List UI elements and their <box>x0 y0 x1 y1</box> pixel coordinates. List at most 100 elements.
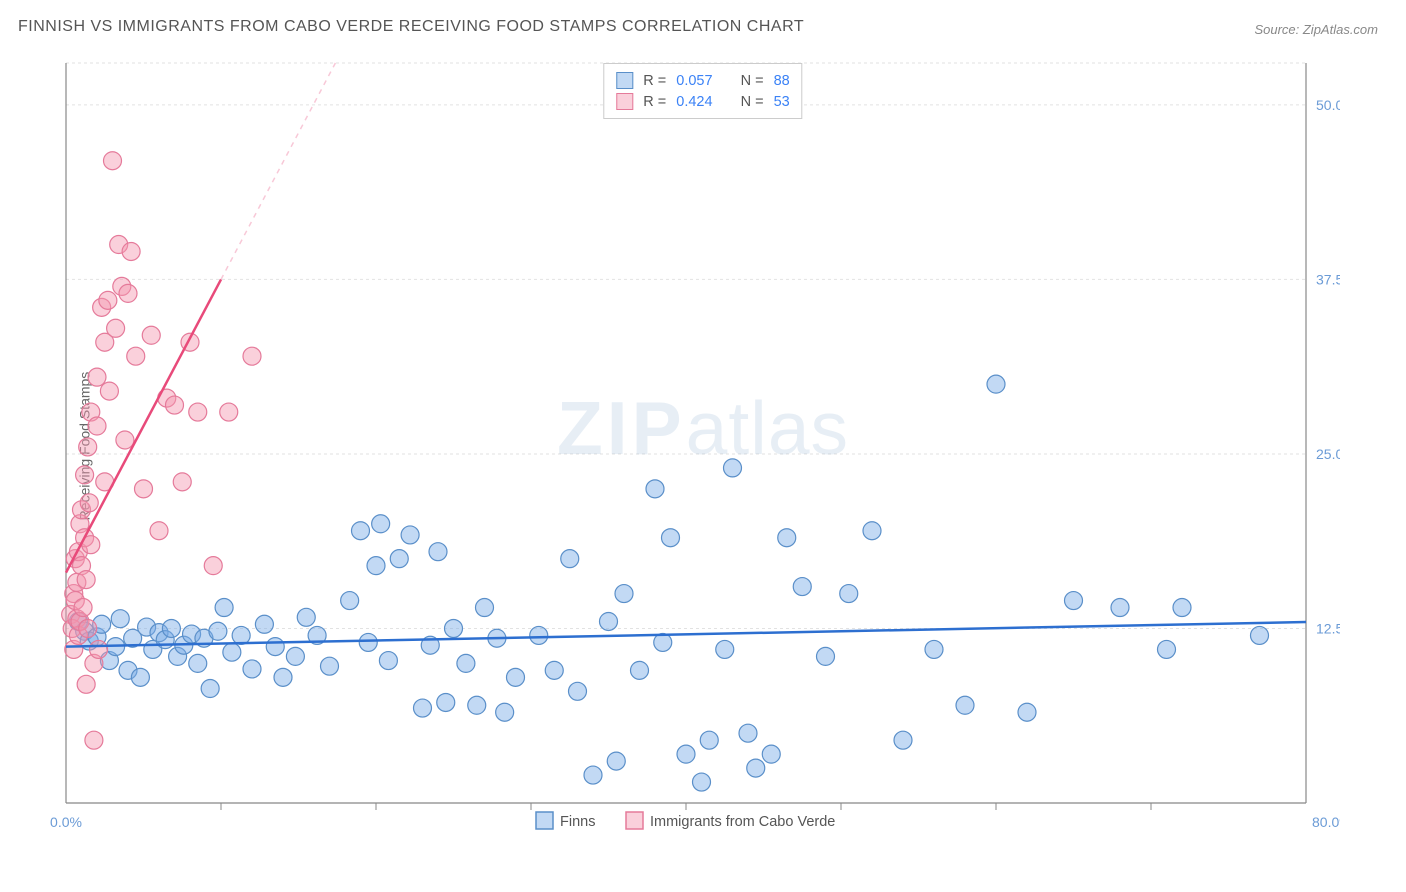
data-point <box>79 438 97 456</box>
data-point <box>189 403 207 421</box>
data-point <box>321 657 339 675</box>
data-point <box>223 643 241 661</box>
data-point <box>1158 640 1176 658</box>
data-point <box>476 599 494 617</box>
data-point <box>793 578 811 596</box>
data-point <box>74 599 92 617</box>
legend-label: Immigrants from Cabo Verde <box>650 814 835 830</box>
data-point <box>496 703 514 721</box>
data-point <box>243 660 261 678</box>
cabo-swatch-icon <box>616 93 633 110</box>
data-point <box>956 696 974 714</box>
data-point <box>76 466 94 484</box>
data-point <box>104 152 122 170</box>
data-point <box>1065 592 1083 610</box>
data-point <box>99 291 117 309</box>
data-point <box>390 550 408 568</box>
source-link[interactable]: ZipAtlas.com <box>1303 22 1378 37</box>
data-point <box>724 459 742 477</box>
r-value: 0.424 <box>676 94 712 110</box>
chart-title: FINNISH VS IMMIGRANTS FROM CABO VERDE RE… <box>18 18 804 36</box>
svg-text:80.0%: 80.0% <box>1312 814 1340 830</box>
data-point <box>445 619 463 637</box>
data-point <box>457 654 475 672</box>
data-point <box>173 473 191 491</box>
data-point <box>122 242 140 260</box>
data-point <box>1251 626 1269 644</box>
data-point <box>131 668 149 686</box>
data-point <box>88 368 106 386</box>
data-point <box>863 522 881 540</box>
data-point <box>189 654 207 672</box>
n-value: 53 <box>774 94 790 110</box>
data-point <box>80 494 98 512</box>
data-point <box>79 619 97 637</box>
source-prefix: Source: <box>1254 22 1302 37</box>
data-point <box>607 752 625 770</box>
scatter-plot: 12.5%25.0%37.5%50.0%0.0%80.0%FinnsImmigr… <box>50 55 1340 835</box>
data-point <box>232 626 250 644</box>
legend-swatch-icon <box>536 812 553 829</box>
data-point <box>266 638 284 656</box>
data-point <box>77 675 95 693</box>
data-point <box>747 759 765 777</box>
data-point <box>778 529 796 547</box>
data-point <box>507 668 525 686</box>
svg-text:25.0%: 25.0% <box>1316 446 1340 462</box>
svg-text:0.0%: 0.0% <box>50 814 82 830</box>
data-point <box>894 731 912 749</box>
data-point <box>631 661 649 679</box>
data-point <box>77 571 95 589</box>
data-point <box>379 652 397 670</box>
legend-swatch-icon <box>626 812 643 829</box>
data-point <box>88 417 106 435</box>
data-point <box>662 529 680 547</box>
data-point <box>700 731 718 749</box>
n-value: 88 <box>774 73 790 89</box>
legend-row-cabo: R = 0.424 N = 53 <box>616 91 789 112</box>
svg-text:37.5%: 37.5% <box>1316 271 1340 287</box>
data-point <box>817 647 835 665</box>
data-point <box>569 682 587 700</box>
data-point <box>352 522 370 540</box>
r-label: R = <box>643 73 666 89</box>
data-point <box>100 382 118 400</box>
legend-row-finns: R = 0.057 N = 88 <box>616 70 789 91</box>
data-point <box>204 557 222 575</box>
data-point <box>341 592 359 610</box>
data-point <box>677 745 695 763</box>
data-point <box>468 696 486 714</box>
data-point <box>561 550 579 568</box>
data-point <box>646 480 664 498</box>
data-point <box>530 626 548 644</box>
data-point <box>243 347 261 365</box>
data-point <box>90 640 108 658</box>
correlation-legend: R = 0.057 N = 88 R = 0.424 N = 53 <box>603 63 802 119</box>
data-point <box>987 375 1005 393</box>
trend-line-finns <box>66 622 1306 647</box>
source-attribution: Source: ZipAtlas.com <box>1254 22 1378 37</box>
data-point <box>255 615 273 633</box>
trend-line-cabo-dashed <box>221 63 335 279</box>
finns-swatch-icon <box>616 72 633 89</box>
legend-label: Finns <box>560 814 595 830</box>
data-point <box>127 347 145 365</box>
r-value: 0.057 <box>676 73 712 89</box>
data-point <box>1111 599 1129 617</box>
data-point <box>119 284 137 302</box>
data-point <box>1173 599 1191 617</box>
data-point <box>116 431 134 449</box>
data-point <box>367 557 385 575</box>
data-point <box>286 647 304 665</box>
data-point <box>401 526 419 544</box>
data-point <box>716 640 734 658</box>
data-point <box>584 766 602 784</box>
data-point <box>762 745 780 763</box>
data-point <box>925 640 943 658</box>
data-point <box>274 668 292 686</box>
data-point <box>142 326 160 344</box>
data-point <box>615 585 633 603</box>
data-point <box>209 622 227 640</box>
data-point <box>135 480 153 498</box>
data-point <box>739 724 757 742</box>
